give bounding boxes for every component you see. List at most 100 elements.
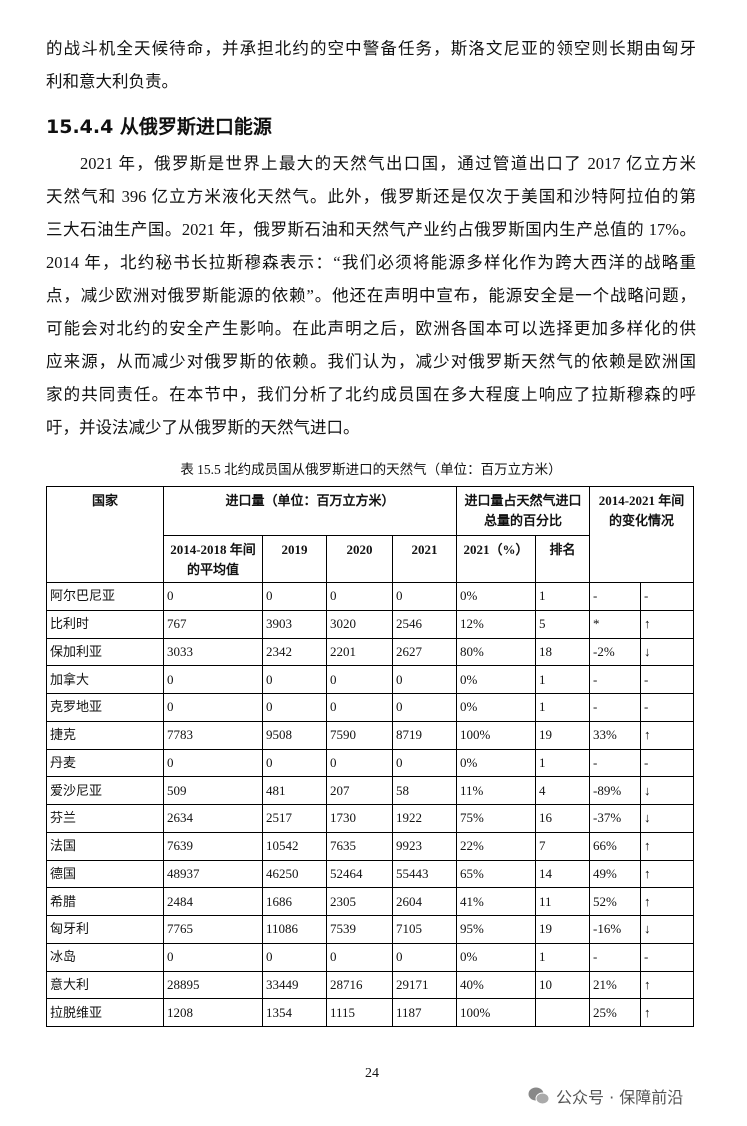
table-cell: - [640,665,694,694]
table-cell: 28716 [326,970,393,1000]
table-cell: 希腊 [46,887,164,916]
table-cell: 2342 [262,637,327,667]
wechat-icon [528,1087,550,1105]
table-cell: 10542 [262,831,327,861]
table-cell: 0 [163,942,263,972]
header-cell: 进口量（单位：百万立方米） [163,486,457,536]
table-cell: 0 [163,693,263,722]
table-cell: 65% [456,859,536,889]
table-cell: 1208 [163,998,263,1027]
text-line: 三大石油生产国。2021 年，俄罗斯石油和天然气产业约占俄罗斯国内生产总值的 1… [46,220,696,239]
table-cell: 3020 [326,609,393,639]
table-cell: 5 [535,609,590,639]
table-cell: 9508 [262,720,327,750]
table-cell: 德国 [46,859,164,889]
table-cell: 46250 [262,859,327,889]
table-cell: 冰岛 [46,942,164,972]
header-cell: 2014-2021 年间的变化情况 [589,486,694,583]
table-cell: 25% [589,998,641,1027]
page-number: 24 [365,1066,379,1081]
table-cell: 100% [456,998,536,1027]
table-row: 希腊 2484 1686 2305 2604 41% 11 52% ↑ [46,887,694,916]
table-cell: 4 [535,776,590,805]
table-cell: 0 [163,665,263,694]
table-cell: ↓ [640,776,694,805]
table-cell: 1 [535,693,590,722]
table-cell: ↑ [640,887,694,916]
table-cell: 0 [262,665,327,694]
table-cell: 52% [589,887,641,916]
text-line: 的战斗机全天候待命，并承担北约的空中警备任务，斯洛文尼亚的领空则长期由匈牙 [46,39,696,58]
table-cell: 保加利亚 [46,637,164,667]
section-heading: 15.4.4 从俄罗斯进口能源 [46,116,272,138]
table-cell: - [589,693,641,722]
text-line: 家的共同责任。在本节中，我们分析了北约成员国在多大程度上响应了拉斯穆森的呼 [46,385,696,404]
table-row: 比利时 767 3903 3020 2546 12% 5 * ↑ [46,609,694,639]
table-row: 爱沙尼亚 509 481 207 58 11% 4 -89% ↓ [46,776,694,805]
table-cell: 2634 [163,804,263,833]
table-cell: 拉脱维亚 [46,998,164,1027]
header-row: 2014-2018 年间的平均值 2019 2020 2021 2021（%） 排名 [47,535,694,583]
table-cell: - [589,748,641,778]
table-cell: 7765 [163,915,263,944]
text-line: 利和意大利负责。 [46,72,178,91]
table-cell: -89% [589,776,641,805]
watermark-text: 公众号 · 保障前沿 [556,1088,684,1107]
table-cell: 12% [456,609,536,639]
table-cell: - [640,693,694,722]
table-cell: 9923 [392,831,457,861]
table-cell: 1 [535,748,590,778]
table-row: 捷克 7783 9508 7590 8719 100% 19 33% ↑ [46,720,694,750]
text-line: 天然气和 396 亿立方米液化天然气。此外，俄罗斯还是仅次于美国和沙特阿拉伯的第 [46,187,696,206]
header-cell: 国家 [46,486,164,583]
table-cell: 1354 [262,998,327,1027]
table-cell: * [589,609,641,639]
table-cell: 法国 [46,831,164,861]
table-row: 匈牙利 7765 11086 7539 7105 95% 19 -16% ↓ [46,915,694,944]
table-cell: 0 [392,665,457,694]
header-cell: 2020 [326,535,393,583]
table-cell: ↑ [640,831,694,861]
table-cell: 2201 [326,637,393,667]
table-cell: 0 [326,582,393,611]
table-cell: 0 [262,582,327,611]
table-cell: 49% [589,859,641,889]
table-cell: ↓ [640,637,694,667]
table-cell: 芬兰 [46,804,164,833]
table-cell: 0% [456,942,536,972]
text-line: 2014 年，北约秘书长拉斯穆森表示：“我们必须将能源多样化作为跨大西洋的战略重 [46,253,696,272]
table-cell: 1686 [262,887,327,916]
table-cell: 11086 [262,915,327,944]
table-cell: 比利时 [46,609,164,639]
table-cell: 丹麦 [46,748,164,778]
table-cell: 2604 [392,887,457,916]
table-cell: -37% [589,804,641,833]
table-cell: 0 [326,748,393,778]
table-cell: 加拿大 [46,665,164,694]
table-cell: 0% [456,748,536,778]
table-cell: 11 [535,887,590,916]
table-row: 加拿大 0 0 0 0 0% 1- - [46,665,694,694]
table-cell: 767 [163,609,263,639]
watermark: 公众号 · 保障前沿 [528,1084,683,1108]
table-cell: 55443 [392,859,457,889]
table-row: 德国 48937 46250 52464 55443 65% 14 49% ↑ [46,859,694,889]
text-line: 吁，并设法减少了从俄罗斯的天然气进口。 [46,418,360,437]
table-cell: 0% [456,693,536,722]
table-cell: 29171 [392,970,457,1000]
table-cell: 11% [456,776,536,805]
table-cell: 18 [535,637,590,667]
table-cell: 14 [535,859,590,889]
table-cell: 0 [326,693,393,722]
table-cell: 22% [456,831,536,861]
table-cell: 0 [326,942,393,972]
table-cell: 21% [589,970,641,1000]
table-row: 克罗地亚 0 0 0 0 0% 1- - [46,693,694,722]
header-row: 国家 进口量（单位：百万立方米） 进口量占天然气进口总量的百分比 2014-2021 … [46,486,694,583]
table-cell: 1 [535,665,590,694]
table-cell: 1115 [326,998,393,1027]
table-cell: 28895 [163,970,263,1000]
table-cell [535,998,590,1027]
table-cell: 207 [326,776,393,805]
table-cell: 7105 [392,915,457,944]
